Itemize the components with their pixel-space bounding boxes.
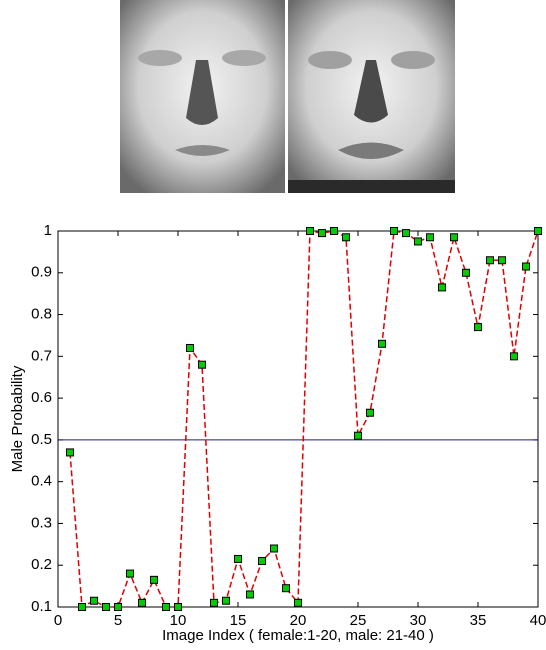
y-tick-label: 0.8 (31, 306, 52, 323)
data-marker (522, 262, 530, 271)
data-marker (438, 283, 446, 292)
x-tick-label: 0 (54, 612, 62, 629)
data-marker (342, 233, 350, 242)
y-tick-label: 1 (44, 222, 52, 239)
data-marker (66, 448, 74, 457)
data-marker (390, 227, 398, 235)
data-marker (330, 227, 338, 235)
y-tick-label: 0.6 (31, 389, 52, 406)
data-marker (354, 431, 362, 440)
y-tick-label: 0.1 (31, 598, 52, 615)
x-tick-label: 40 (530, 612, 546, 629)
data-marker (186, 343, 194, 352)
data-marker (294, 598, 302, 607)
y-tick-label: 0.3 (31, 514, 52, 531)
x-tick-label: 10 (170, 612, 187, 629)
y-axis-label: Male Probability (9, 365, 26, 472)
data-marker (114, 603, 122, 611)
data-marker (474, 323, 482, 332)
face-right (288, 0, 455, 193)
face-left (120, 0, 285, 193)
data-line (69, 230, 539, 609)
data-marker (402, 229, 410, 238)
x-tick-label: 20 (290, 612, 307, 629)
data-marker (414, 237, 422, 246)
data-marker (282, 584, 290, 593)
data-marker (258, 557, 266, 566)
data-marker (174, 603, 182, 611)
x-tick-label: 5 (114, 612, 122, 629)
data-marker (150, 575, 158, 584)
data-marker (126, 569, 134, 578)
data-marker (498, 256, 506, 265)
data-marker (534, 227, 542, 235)
y-tick-label: 0.5 (31, 431, 52, 448)
data-marker (90, 596, 98, 605)
data-marker (270, 544, 278, 553)
data-marker (462, 268, 470, 277)
data-marker (366, 408, 374, 417)
data-marker (246, 590, 254, 599)
data-marker (138, 598, 146, 607)
y-tick-label: 0.9 (31, 264, 52, 281)
x-tick-label: 15 (230, 612, 247, 629)
data-marker (306, 227, 314, 235)
data-marker (486, 256, 494, 265)
data-marker (378, 339, 386, 348)
data-marker (426, 233, 434, 242)
x-tick-label: 35 (470, 612, 487, 629)
data-marker (210, 598, 218, 607)
data-marker (198, 360, 206, 369)
data-marker (234, 554, 242, 563)
y-tick-label: 0.7 (31, 347, 52, 364)
data-marker (510, 352, 518, 361)
y-tick-label: 0.2 (31, 556, 52, 573)
data-marker (102, 603, 110, 611)
data-marker (222, 596, 230, 605)
data-marker (162, 603, 170, 611)
plot-frame (57, 230, 539, 608)
y-tick-label: 0.4 (31, 473, 52, 490)
x-tick-label: 30 (410, 612, 427, 629)
data-marker (78, 603, 86, 611)
x-axis-label: Image Index ( female:1-20, male: 21-40 ) (162, 627, 434, 644)
data-marker (450, 233, 458, 242)
x-tick-label: 25 (350, 612, 367, 629)
data-marker (318, 229, 326, 238)
